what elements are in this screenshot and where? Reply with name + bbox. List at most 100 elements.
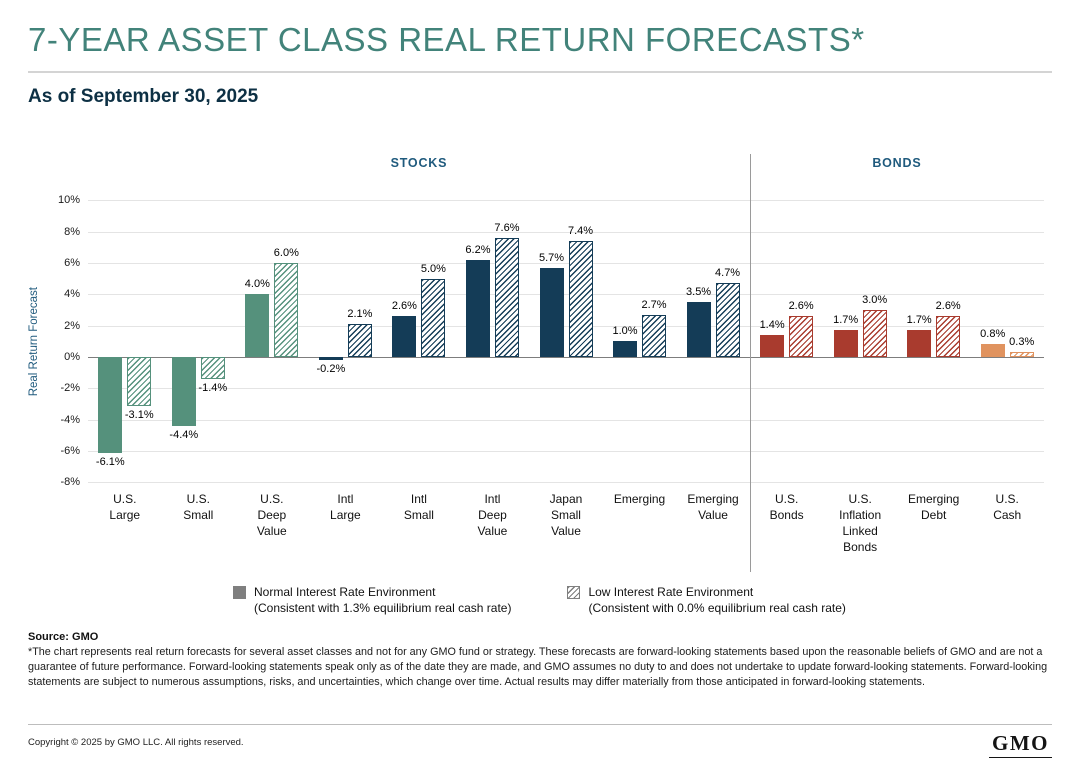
category-label: U.S. Bonds xyxy=(769,492,804,523)
zero-axis-line xyxy=(88,356,1044,358)
disclaimer-text: *The chart represents real return foreca… xyxy=(28,645,1048,689)
bar-hatched xyxy=(789,316,814,357)
category-label: Emerging Debt xyxy=(908,492,960,523)
bar-hatched xyxy=(642,314,667,357)
bar-value-label: 2.1% xyxy=(347,308,373,321)
y-tick-label: 6% xyxy=(64,256,80,269)
bar-value-label: 7.6% xyxy=(494,221,520,234)
bar-value-label: 4.7% xyxy=(715,267,741,280)
y-tick-label: 2% xyxy=(64,319,80,332)
bar-value-label: -1.4% xyxy=(198,381,228,394)
bar-value-label: 1.0% xyxy=(612,325,638,338)
bar-solid xyxy=(907,330,932,357)
gridline xyxy=(88,482,1044,484)
y-tick-label: 10% xyxy=(57,194,80,207)
bar-value-label: 2.6% xyxy=(935,300,961,313)
gmo-logo: GMO xyxy=(989,731,1052,758)
bar-solid xyxy=(245,294,270,357)
category-label: U.S. Inflation Linked Bonds xyxy=(839,492,882,554)
bar-hatched xyxy=(1009,352,1034,357)
bar-value-label: 0.3% xyxy=(1009,336,1035,349)
gridline xyxy=(88,294,1044,296)
legend-label: Low Interest Rate Environment xyxy=(588,585,754,600)
bar-value-label: 7.4% xyxy=(567,225,594,238)
bar-hatched xyxy=(494,237,519,357)
bar-solid xyxy=(171,356,196,426)
bar-value-label: 1.7% xyxy=(906,314,932,327)
category-label: Intl Small xyxy=(403,492,434,523)
bar-hatched xyxy=(421,278,446,357)
category-label: U.S. Cash xyxy=(993,492,1022,523)
bar-value-label: 0.8% xyxy=(980,328,1006,341)
bar-hatched xyxy=(568,241,593,357)
as-of-date: As of September 30, 2025 xyxy=(28,86,259,108)
page-title: 7-YEAR ASSET CLASS REAL RETURN FORECASTS… xyxy=(28,21,865,58)
bar-value-label: -6.1% xyxy=(95,455,125,468)
gridline xyxy=(88,419,1044,421)
y-tick-label: -4% xyxy=(60,413,80,426)
gridline xyxy=(88,231,1044,233)
bar-value-label: 2.7% xyxy=(641,298,667,311)
legend-sublabel: (Consistent with 1.3% equilibrium real c… xyxy=(254,601,512,616)
hatched-swatch-icon xyxy=(567,586,581,600)
category-label: Emerging xyxy=(613,492,666,507)
bar-solid xyxy=(760,335,785,357)
category-label: U.S. Small xyxy=(183,492,214,523)
y-tick-label: 4% xyxy=(64,288,80,301)
bar-solid xyxy=(318,356,343,361)
bar-value-label: 6.0% xyxy=(273,246,299,259)
bar-value-label: 3.5% xyxy=(686,286,712,299)
y-tick-label: -2% xyxy=(60,382,80,395)
category-label: Intl Deep Value xyxy=(477,492,508,538)
bar-solid xyxy=(539,267,564,357)
bar-hatched xyxy=(200,356,225,379)
plot-area: Real Return Forecast 10% 8% 6% 4% 2% 0% -2% -4%… xyxy=(28,154,1044,573)
category-label: Emerging Value xyxy=(687,492,739,523)
source-label: Source: GMO xyxy=(28,630,99,643)
bar-hatched xyxy=(936,316,961,357)
bar-value-label: -4.4% xyxy=(169,428,199,441)
solid-swatch-icon xyxy=(233,586,246,600)
legend: Normal Interest Rate Environment (Consis… xyxy=(233,584,1052,616)
bar-solid xyxy=(392,316,417,357)
bar-value-label: 5.0% xyxy=(420,262,446,275)
copyright: Copyright © 2025 by GMO LLC. All rights … xyxy=(28,737,244,748)
bar-value-label: -0.2% xyxy=(316,363,346,376)
bar-value-label: 2.6% xyxy=(391,300,417,313)
bar-solid xyxy=(833,330,858,357)
bar-solid xyxy=(980,344,1005,357)
bar-hatched xyxy=(274,262,299,357)
bar-value-label: -3.1% xyxy=(124,408,154,421)
gridline xyxy=(88,450,1044,452)
category-label: Intl Large xyxy=(330,492,361,523)
category-label: U.S. Deep Value xyxy=(256,492,287,538)
y-tick-label: 8% xyxy=(64,225,80,238)
y-tick-label: 0% xyxy=(64,350,80,363)
gridline xyxy=(88,262,1044,264)
bar-value-label: 3.0% xyxy=(862,293,888,306)
gridline xyxy=(88,325,1044,327)
bar-hatched xyxy=(715,283,740,357)
legend-item-low: Low Interest Rate Environment (Consisten… xyxy=(567,584,846,616)
legend-item-normal: Normal Interest Rate Environment (Consis… xyxy=(233,584,511,616)
bar-solid xyxy=(98,356,123,453)
bar-value-label: 4.0% xyxy=(244,278,270,291)
bar-value-label: 5.7% xyxy=(538,251,565,264)
gridline xyxy=(88,388,1044,390)
bar-value-label: 6.2% xyxy=(465,243,491,256)
title-divider xyxy=(28,71,1052,74)
gridline xyxy=(88,200,1044,202)
bar-solid xyxy=(686,302,711,357)
bar-solid xyxy=(465,259,490,357)
bar-hatched xyxy=(347,324,372,357)
bottom-bar: Copyright © 2025 by GMO LLC. All rights … xyxy=(28,724,1052,758)
y-axis-label: Real Return Forecast xyxy=(28,286,40,396)
legend-label: Normal Interest Rate Environment xyxy=(254,585,436,600)
bar-value-label: 1.7% xyxy=(833,314,859,327)
chart: Real Return Forecast 10% 8% 6% 4% 2% 0% -2% -4%… xyxy=(28,154,1052,576)
y-tick-label: -6% xyxy=(60,444,80,457)
bar-solid xyxy=(613,341,638,357)
bar-hatched xyxy=(862,309,887,357)
y-tick-label: -8% xyxy=(60,476,80,489)
